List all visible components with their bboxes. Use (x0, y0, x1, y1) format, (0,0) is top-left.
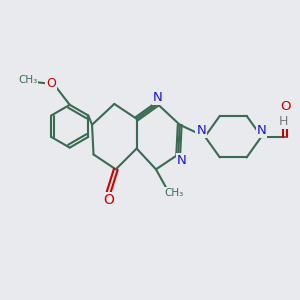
Text: CH₃: CH₃ (165, 188, 184, 198)
Text: N: N (196, 124, 206, 136)
Text: N: N (256, 124, 266, 136)
Text: CH₃: CH₃ (18, 76, 37, 85)
Text: O: O (280, 100, 290, 113)
Text: N: N (177, 154, 187, 167)
Text: N: N (153, 91, 162, 104)
Text: O: O (46, 77, 56, 90)
Text: O: O (103, 193, 114, 207)
Text: H: H (279, 115, 288, 128)
